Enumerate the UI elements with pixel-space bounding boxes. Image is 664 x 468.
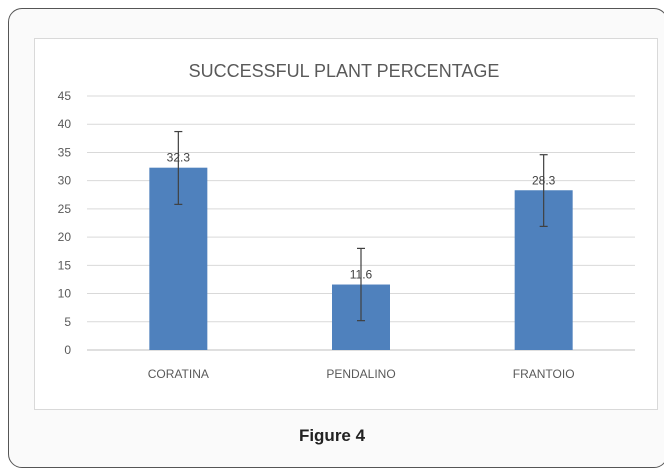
x-tick-label: CORATINA (148, 367, 209, 381)
figure-caption: Figure 4 (298, 426, 366, 445)
x-tick-label: FRANTOIO (513, 367, 575, 381)
data-label: 11.6 (350, 268, 373, 282)
y-tick-label: 10 (58, 287, 72, 301)
data-labels: 32.3 11.6 28.3 (167, 151, 556, 282)
x-axis-ticks: CORATINA PENDALINO FRANTOIO (148, 367, 575, 381)
chart-area: SUCCESSFUL PLANT PERCENTAGE 0 5 10 15 20 25 30… (34, 38, 658, 410)
y-tick-label: 5 (64, 315, 71, 329)
data-label: 28.3 (532, 173, 556, 187)
bar-chart: SUCCESSFUL PLANT PERCENTAGE 0 5 10 15 20 25 30… (58, 61, 635, 381)
y-tick-label: 40 (58, 117, 72, 131)
data-label: 32.3 (167, 151, 191, 165)
y-tick-label: 25 (58, 202, 72, 216)
y-tick-label: 0 (64, 343, 71, 357)
chart-title: SUCCESSFUL PLANT PERCENTAGE (189, 61, 500, 81)
x-tick-label: PENDALINO (326, 367, 395, 381)
y-axis-ticks: 0 5 10 15 20 25 30 35 40 45 (58, 89, 72, 357)
y-tick-label: 15 (58, 258, 72, 272)
error-bars (174, 130, 548, 322)
y-tick-label: 20 (58, 230, 72, 244)
y-tick-label: 45 (58, 89, 72, 103)
y-tick-label: 35 (58, 145, 72, 159)
y-tick-label: 30 (58, 174, 72, 188)
